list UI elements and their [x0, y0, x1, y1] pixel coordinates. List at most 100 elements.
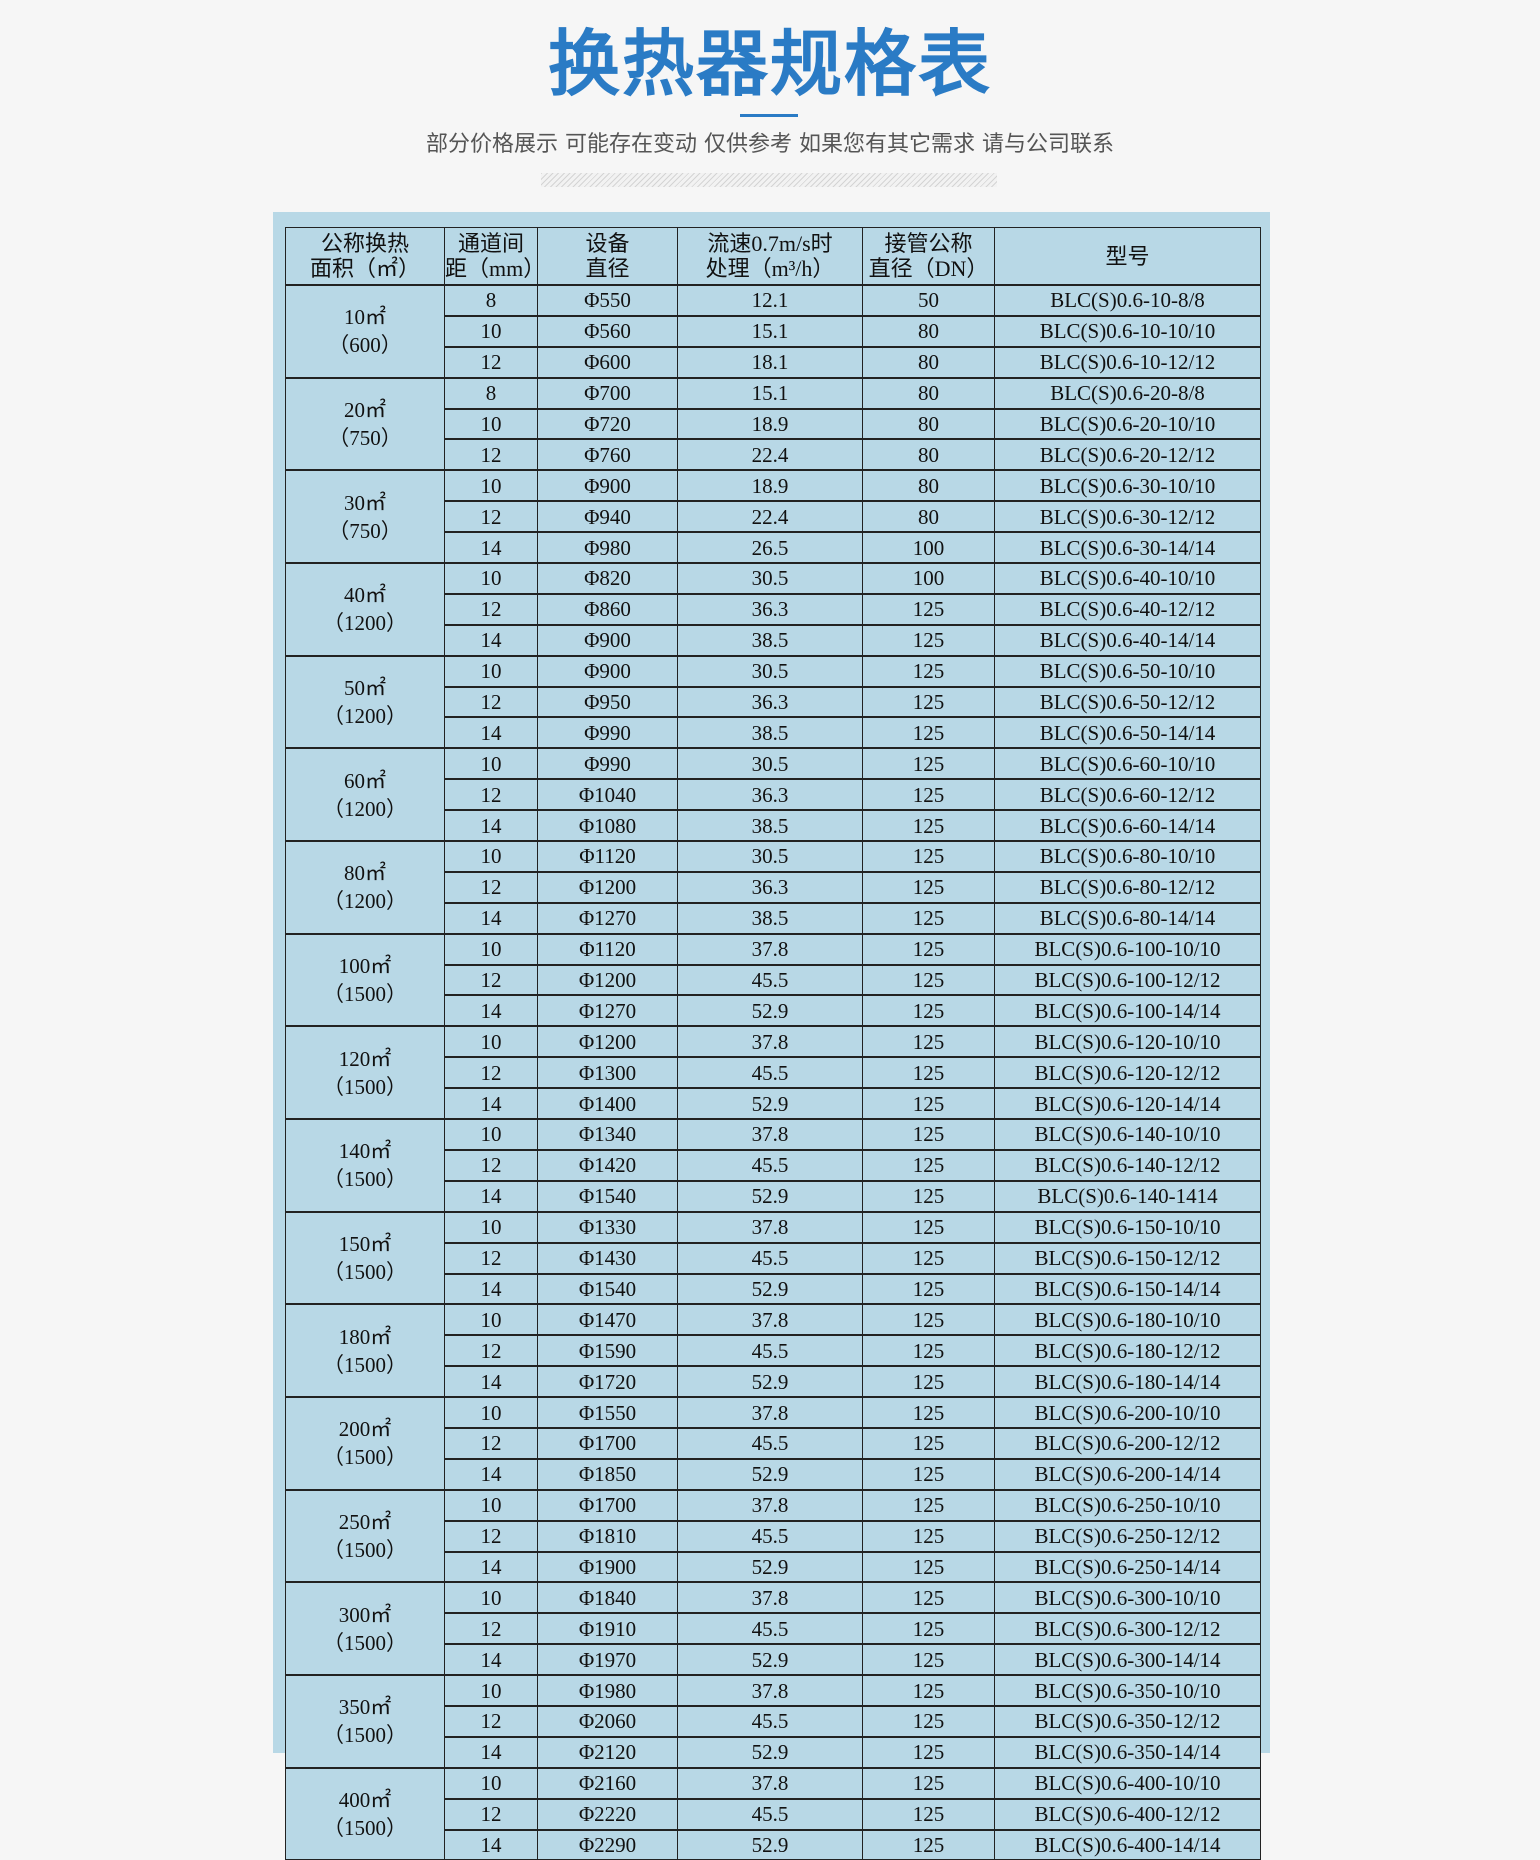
table-row: 14 Φ980 26.5 100 BLC(S)0.6-30-14/14 — [286, 531, 1261, 564]
cell-channel-spacing: 10 — [444, 1674, 538, 1707]
cell-dn: 125 — [862, 1519, 995, 1553]
cell-flow: 37.8 — [677, 1025, 863, 1058]
area-sub-value: （1500） — [323, 1538, 407, 1563]
header-line: 型号 — [1105, 243, 1150, 269]
cell-flow: 12.1 — [677, 284, 863, 317]
cell-flow: 30.5 — [677, 840, 863, 873]
cell-model: BLC(S)0.6-30-10/10 — [994, 469, 1261, 502]
cell-diameter: Φ990 — [537, 747, 678, 780]
cell-diameter: Φ550 — [537, 284, 678, 317]
cell-flow: 36.3 — [677, 870, 863, 904]
table-row: 50㎡ （1200） 10 Φ900 30.5 125 BLC(S)0.6-50-10/10 — [285, 654, 1261, 749]
header-channel-spacing: 通道间 距（mm） — [444, 227, 545, 286]
cell-flow: 37.8 — [677, 1210, 863, 1244]
cell-channel-spacing: 10 — [444, 747, 538, 780]
decorative-hatch-divider — [541, 173, 997, 187]
cell-flow: 45.5 — [677, 1148, 863, 1182]
area-value: 300㎡ — [338, 1602, 392, 1627]
cell-diameter: Φ760 — [537, 438, 678, 471]
table-row: 40㎡ （1200） 10 Φ820 30.5 100 BLC(S)0.6-40-10/10 — [285, 562, 1261, 657]
cell-model: BLC(S)0.6-140-12/12 — [994, 1148, 1261, 1182]
cell-diameter: Φ1430 — [537, 1241, 678, 1274]
cell-model: BLC(S)0.6-50-12/12 — [994, 685, 1261, 718]
header-line: 设备 — [585, 231, 630, 256]
table-row: 12 Φ940 22.4 80 BLC(S)0.6-30-12/12 — [286, 500, 1261, 533]
cell-flow: 45.5 — [677, 1519, 863, 1553]
cell-flow: 45.5 — [677, 1797, 863, 1831]
cell-channel-spacing: 14 — [444, 1179, 538, 1213]
cell-diameter: Φ1840 — [537, 1581, 678, 1614]
area-value: 30㎡ — [344, 490, 386, 515]
cell-dn: 125 — [862, 778, 995, 811]
table-row: 12 Φ600 18.1 80 BLC(S)0.6-10-12/12 — [286, 345, 1261, 379]
cell-diameter: Φ560 — [537, 314, 678, 348]
table-row: 14 Φ900 38.5 125 BLC(S)0.6-40-14/14 — [286, 623, 1261, 657]
cell-channel-spacing: 14 — [444, 1550, 538, 1583]
cell-model: BLC(S)0.6-120-14/14 — [994, 1087, 1261, 1120]
cell-model: BLC(S)0.6-40-10/10 — [994, 562, 1261, 595]
header-line: 接管公称 — [884, 231, 973, 256]
table-row: 80㎡ （1200） 10 Φ1120 30.5 125 BLC(S)0.6-80-10/1… — [285, 840, 1261, 935]
area-value: 120㎡ — [338, 1046, 392, 1071]
cell-nominal-area: 50㎡ （1200） — [285, 654, 445, 749]
cell-channel-spacing: 10 — [444, 1766, 538, 1800]
table-row: 20㎡ （750） 8 Φ700 15.1 80 BLC(S)0.6-20-8/8 — [285, 376, 1261, 471]
cell-flow: 36.3 — [677, 778, 863, 811]
table-row: 12 Φ1590 45.5 125 BLC(S)0.6-180-12/12 — [286, 1334, 1261, 1367]
cell-channel-spacing: 12 — [444, 1241, 538, 1274]
cell-flow: 22.4 — [677, 438, 863, 471]
header-line: 流速0.7m/s时 — [707, 231, 833, 256]
cell-diameter: Φ600 — [537, 345, 678, 379]
cell-dn: 125 — [862, 1766, 995, 1800]
cell-channel-spacing: 10 — [444, 469, 538, 502]
table-body: 10㎡ （600） 8 Φ550 12.1 50 BLC(S)0.6-10-8/8 10 Φ56… — [285, 284, 1261, 1860]
cell-model: BLC(S)0.6-60-10/10 — [994, 747, 1261, 780]
table-row: 12 Φ1910 45.5 125 BLC(S)0.6-300-12/12 — [286, 1612, 1261, 1645]
header-pipe-dn: 接管公称 直径（DN） — [862, 227, 995, 286]
cell-model: BLC(S)0.6-120-12/12 — [994, 1056, 1261, 1089]
cell-channel-spacing: 10 — [444, 1025, 538, 1058]
cell-model: BLC(S)0.6-10-12/12 — [994, 345, 1261, 379]
cell-flow: 36.3 — [677, 592, 863, 626]
cell-channel-spacing: 8 — [444, 284, 538, 317]
cell-channel-spacing: 14 — [444, 809, 538, 842]
cell-flow: 18.9 — [677, 469, 863, 502]
cell-diameter: Φ700 — [537, 376, 678, 410]
cell-dn: 80 — [862, 500, 995, 533]
table-row: 12 Φ1420 45.5 125 BLC(S)0.6-140-12/12 — [286, 1148, 1261, 1182]
cell-dn: 125 — [862, 685, 995, 718]
cell-channel-spacing: 12 — [444, 1704, 538, 1738]
cell-model: BLC(S)0.6-150-10/10 — [994, 1210, 1261, 1244]
area-value: 60㎡ — [344, 768, 386, 793]
cell-model: BLC(S)0.6-180-12/12 — [994, 1334, 1261, 1367]
cell-channel-spacing: 14 — [444, 901, 538, 935]
cell-model: BLC(S)0.6-20-8/8 — [994, 376, 1261, 410]
table-row: 250㎡ （1500） 10 Φ1700 37.8 125 BLC(S)0.6-250-10… — [285, 1488, 1261, 1583]
cell-diameter: Φ1900 — [537, 1550, 678, 1583]
cell-diameter: Φ1120 — [537, 840, 678, 873]
area-value: 40㎡ — [344, 583, 386, 608]
area-sub-value: （600） — [328, 333, 402, 358]
cell-dn: 125 — [862, 1828, 995, 1860]
cell-dn: 125 — [862, 1426, 995, 1460]
cell-nominal-area: 40㎡ （1200） — [285, 562, 445, 657]
cell-flow: 45.5 — [677, 1704, 863, 1738]
cell-flow: 45.5 — [677, 963, 863, 996]
cell-nominal-area: 60㎡ （1200） — [285, 747, 445, 842]
cell-diameter: Φ1980 — [537, 1674, 678, 1707]
title-underline — [740, 114, 798, 117]
header-line: 直径 — [585, 256, 630, 281]
cell-dn: 125 — [862, 592, 995, 626]
cell-flow: 52.9 — [677, 1828, 863, 1860]
cell-model: BLC(S)0.6-150-12/12 — [994, 1241, 1261, 1274]
table-row: 12 Φ760 22.4 80 BLC(S)0.6-20-12/12 — [286, 438, 1261, 471]
cell-model: BLC(S)0.6-30-12/12 — [994, 500, 1261, 533]
cell-channel-spacing: 10 — [444, 1396, 538, 1429]
cell-flow: 52.9 — [677, 1457, 863, 1491]
cell-dn: 125 — [862, 901, 995, 935]
cell-channel-spacing: 14 — [444, 531, 538, 564]
cell-dn: 125 — [862, 1797, 995, 1831]
cell-dn: 125 — [862, 1118, 995, 1151]
area-sub-value: （1500） — [323, 1723, 407, 1748]
table-row: 12 Φ1200 36.3 125 BLC(S)0.6-80-12/12 — [286, 870, 1261, 904]
